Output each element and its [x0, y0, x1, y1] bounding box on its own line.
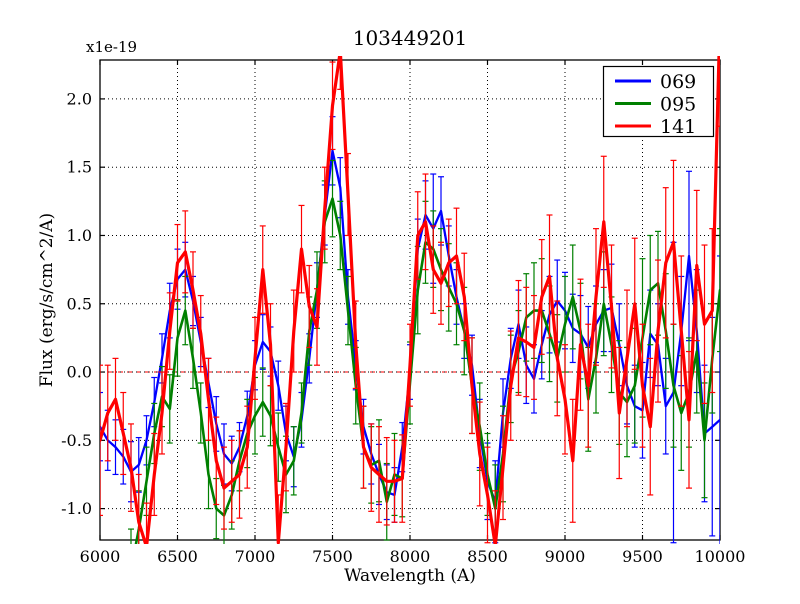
- x-tick-label: 8500: [467, 547, 508, 566]
- series-line-141: [100, 56, 720, 544]
- y-tick-label: -1.0: [61, 499, 92, 518]
- y-tick-label: 1.0: [67, 226, 92, 245]
- y-axis-label: Flux (erg/s/cm^2/A): [37, 213, 57, 387]
- x-tick-label: 10000: [695, 547, 746, 566]
- legend-label-069: 069: [660, 71, 696, 93]
- y-tick-label: 0.5: [67, 294, 92, 313]
- legend: 069 095 141: [602, 65, 715, 138]
- x-tick-label: 9500: [622, 547, 663, 566]
- x-tick-label: 6500: [157, 547, 198, 566]
- y-tick-label: 2.0: [67, 89, 92, 108]
- y-tick-label: 1.5: [67, 158, 92, 177]
- x-tick-label: 7000: [235, 547, 276, 566]
- data-series-layer: [100, 56, 720, 544]
- y-tick-label: -0.5: [61, 431, 92, 450]
- legend-label-095: 095: [660, 94, 696, 116]
- y-tick-label: 0.0: [67, 363, 92, 382]
- x-tick-label: 6000: [80, 547, 121, 566]
- x-axis-label: Wavelength (A): [344, 566, 476, 586]
- series-141: [100, 56, 720, 544]
- y-axis-offset-label: x1e-19: [86, 38, 137, 56]
- x-tick-label: 8000: [390, 547, 431, 566]
- plot-title: 103449201: [353, 26, 468, 50]
- x-tick-label: 7500: [312, 547, 353, 566]
- axis-tick-labels: 6000 6500 7000 7500 8000 8500 9000 9500 10000 -1.…: [61, 89, 745, 566]
- x-tick-label: 9000: [545, 547, 586, 566]
- legend-label-141: 141: [660, 116, 696, 138]
